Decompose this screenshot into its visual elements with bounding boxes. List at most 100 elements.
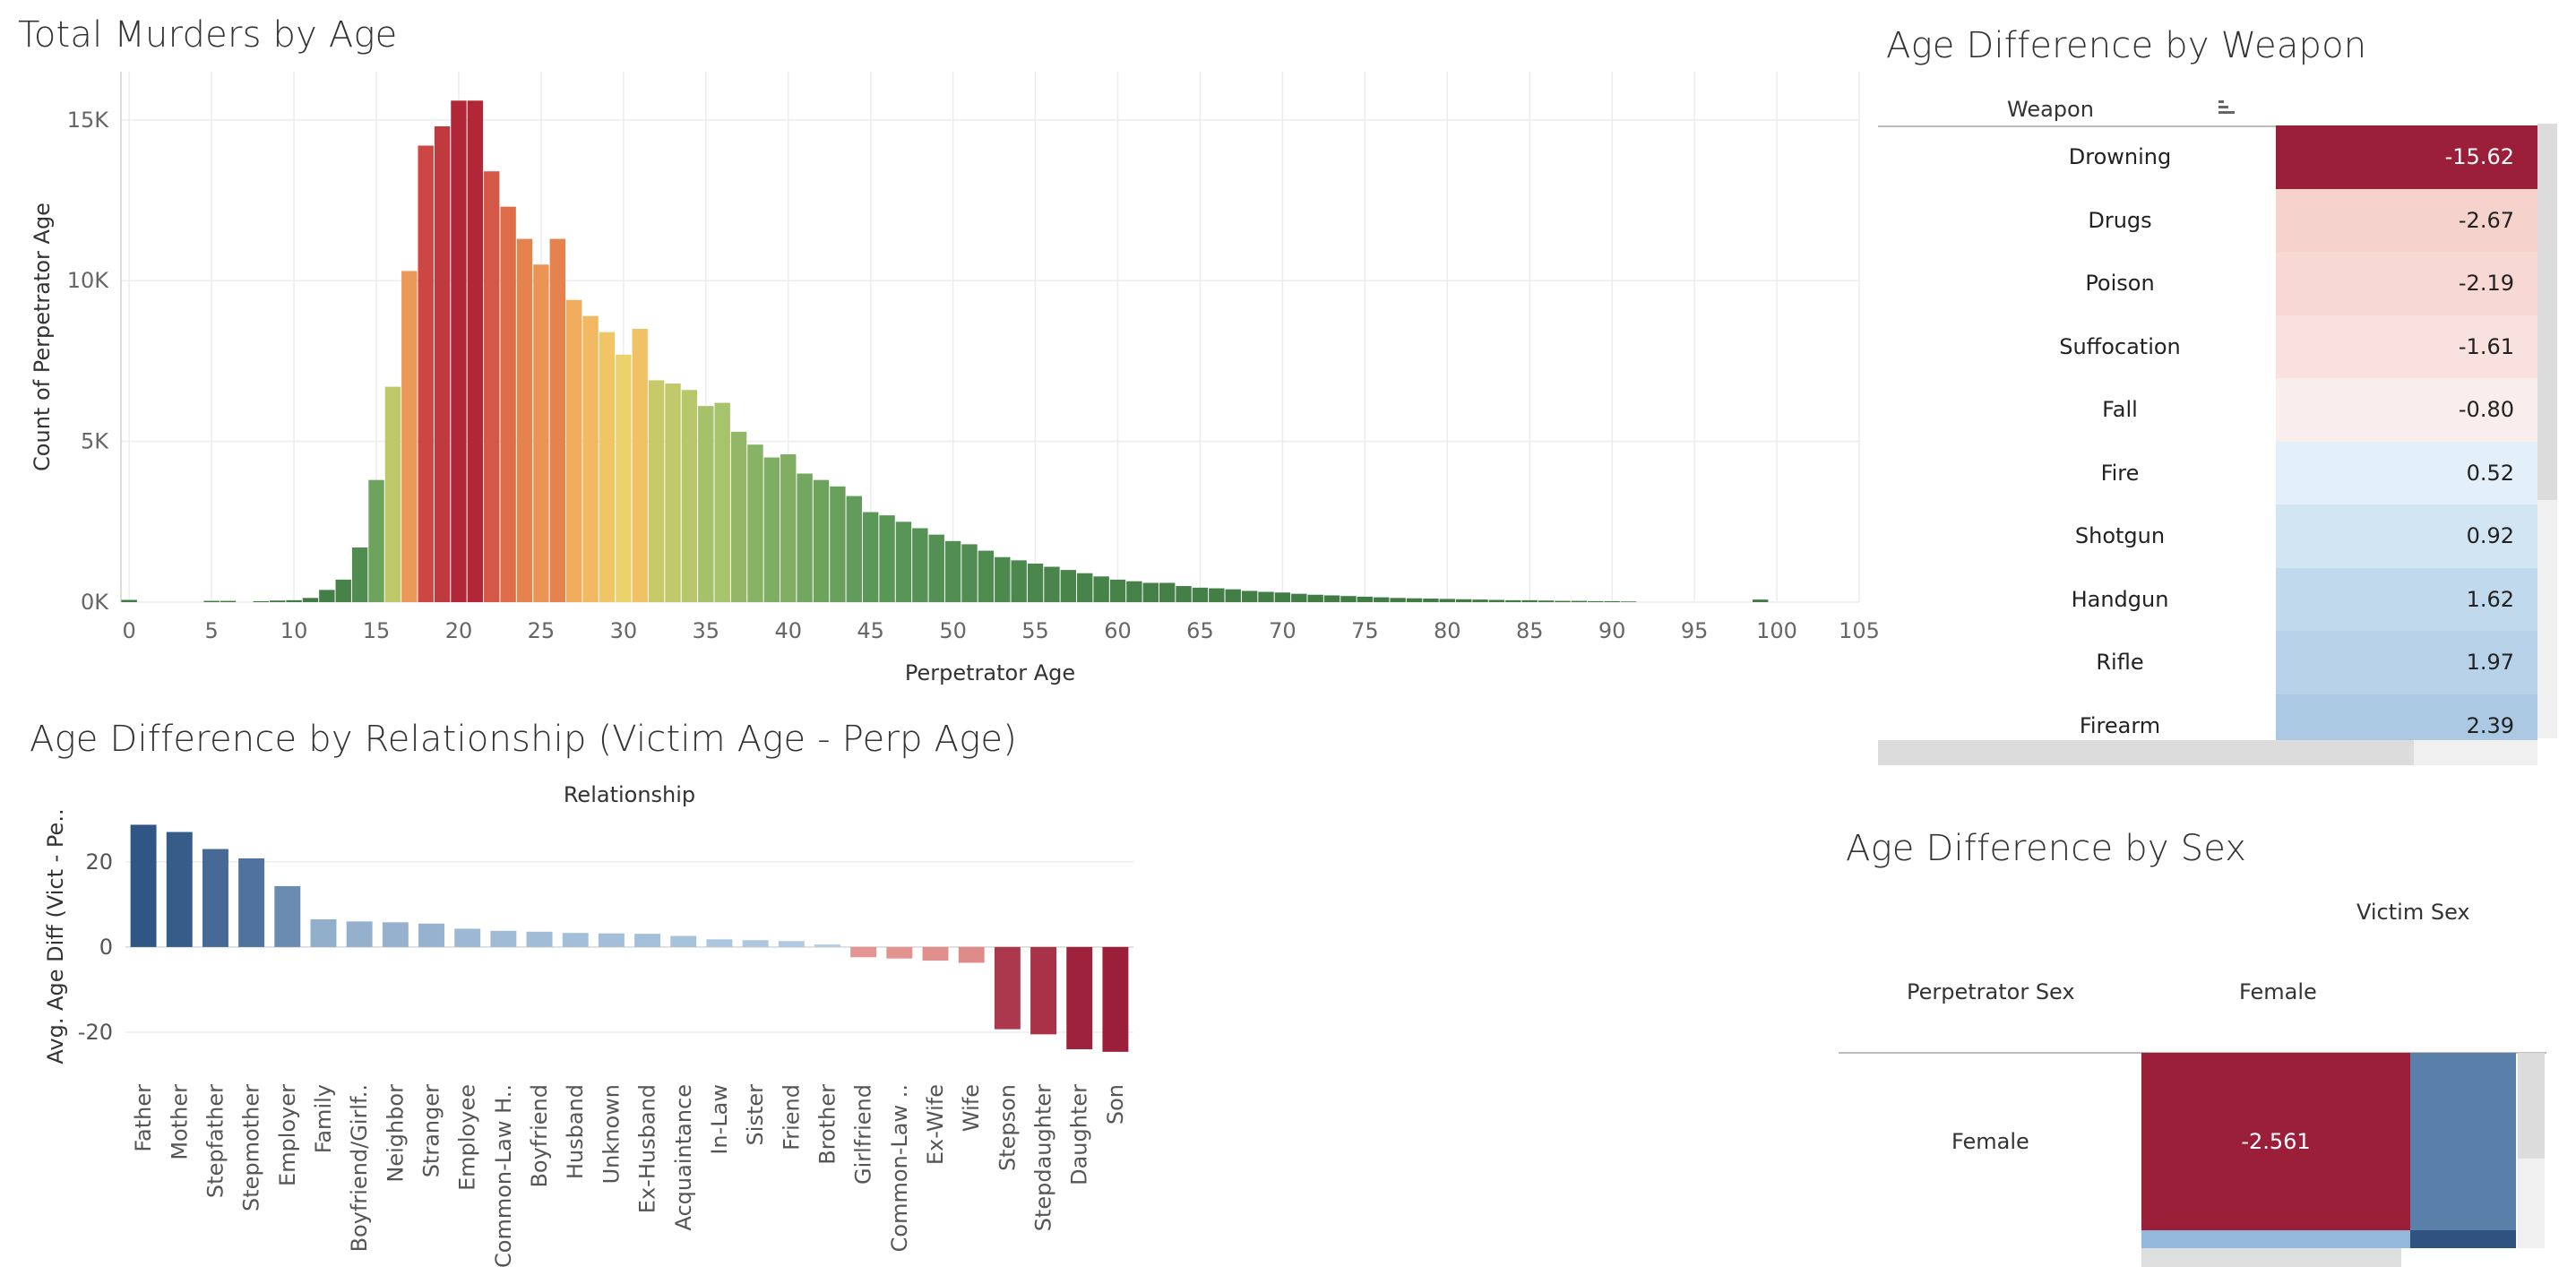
- relationship-bar: [238, 858, 265, 947]
- histogram-bar: [944, 540, 961, 602]
- weapon-row-label[interactable]: Fall: [2102, 397, 2138, 422]
- relationship-chart: Relationship -20 0 20 Avg. Age Diff (Vict - …: [43, 782, 1133, 1267]
- histogram-bar: [1439, 599, 1455, 602]
- histogram-bar: [1390, 598, 1406, 602]
- weapon-row-value[interactable]: -2.19: [2276, 252, 2537, 315]
- histogram-x-tick-label: 75: [1351, 618, 1379, 643]
- relationship-category-label: Boyfriend/Girlf..: [347, 1084, 372, 1252]
- histogram-bar: [780, 453, 797, 602]
- weapon-row-label[interactable]: Drowning: [2068, 144, 2172, 169]
- sex-vertical-scroll-thumb[interactable]: [2518, 1053, 2545, 1159]
- weapon-row-value[interactable]: -15.62: [2276, 125, 2537, 189]
- histogram-bar: [549, 238, 565, 602]
- relationship-bar: [742, 940, 769, 947]
- weapon-row-value[interactable]: 1.97: [2276, 631, 2537, 694]
- weapon-row-value[interactable]: 1.62: [2276, 567, 2537, 631]
- histogram-bar: [384, 386, 401, 602]
- histogram-x-tick-label: 15: [363, 618, 391, 643]
- weapon-row-label[interactable]: Firearm: [2079, 712, 2161, 738]
- histogram-bar: [1274, 592, 1291, 602]
- sex-title: Age Difference by Sex: [1846, 828, 2247, 869]
- histogram-x-tick-label: 80: [1434, 618, 1461, 643]
- histogram-bar: [1126, 581, 1142, 602]
- relationship-bar: [562, 933, 589, 947]
- histogram-bar: [1555, 600, 1571, 602]
- relationship-category-label: Common-Law H..: [491, 1084, 516, 1267]
- weapon-row-label[interactable]: Rifle: [2096, 650, 2144, 675]
- weapon-row-label[interactable]: Fire: [2100, 460, 2140, 486]
- weapon-row-label[interactable]: Poison: [2085, 271, 2155, 296]
- relationship-y-tick-label: -20: [78, 1020, 113, 1045]
- histogram-bar: [582, 315, 599, 602]
- histogram-bar: [1357, 596, 1374, 602]
- histogram-x-tick-label: 0: [123, 618, 136, 643]
- histogram-bar: [1323, 595, 1340, 602]
- histogram-bar: [1472, 599, 1488, 602]
- relationship-category-label: Wife: [959, 1084, 984, 1132]
- relationship-bar: [310, 918, 337, 947]
- histogram-bar: [269, 600, 286, 602]
- relationship-y-axis-label: Avg. Age Diff (Vict - Pe..: [43, 808, 68, 1064]
- relationship-category-label: Stranger: [419, 1084, 444, 1177]
- weapon-row-value[interactable]: 0.92: [2276, 504, 2537, 568]
- histogram-bar: [1752, 599, 1769, 602]
- weapon-header-rule: [1878, 125, 2537, 127]
- weapon-vertical-scroll-thumb[interactable]: [2537, 124, 2557, 500]
- histogram-bar: [121, 599, 137, 602]
- relationship-bar: [706, 939, 733, 947]
- histogram-x-tick-label: 10: [280, 618, 308, 643]
- relationship-x-header: Relationship: [564, 782, 695, 807]
- histogram-bar: [763, 457, 780, 602]
- perpetrator-sex-header: Perpetrator Sex: [1907, 979, 2075, 1004]
- histogram-bar: [912, 528, 928, 602]
- weapon-row-label[interactable]: Shotgun: [2074, 523, 2166, 548]
- relationship-bar: [490, 930, 517, 947]
- histogram-bar: [747, 444, 763, 602]
- relationship-bar: [850, 946, 877, 958]
- relationship-bar: [778, 941, 805, 947]
- histogram-bar: [286, 599, 302, 602]
- histogram-bar: [467, 100, 484, 603]
- histogram-bar: [599, 332, 616, 602]
- relationship-bar: [346, 921, 373, 947]
- relationship-bar: [886, 946, 913, 959]
- relationship-category-label: Employer: [275, 1084, 300, 1186]
- sex-heatmap-adjacent-cell[interactable]: [2410, 1053, 2516, 1230]
- victim-sex-column-female: Female: [2239, 979, 2317, 1004]
- relationship-bar: [922, 946, 949, 961]
- histogram-bar: [335, 579, 351, 602]
- relationship-category-label: Employee: [455, 1084, 480, 1191]
- sex-heatmap-cell[interactable]: -2.561: [2141, 1053, 2410, 1230]
- histogram-bar: [1423, 599, 1439, 602]
- weapon-row-label[interactable]: Suffocation: [2059, 333, 2181, 359]
- relationship-bar: [994, 946, 1021, 1030]
- weapon-horizontal-scroll-thumb[interactable]: [1878, 740, 2414, 765]
- histogram-bar: [203, 600, 220, 602]
- sort-icon[interactable]: [2217, 99, 2236, 116]
- histogram-bar: [1340, 596, 1357, 602]
- weapon-row-value[interactable]: -2.67: [2276, 188, 2537, 252]
- histogram-bar: [648, 380, 665, 602]
- histogram-bar: [961, 544, 978, 602]
- histogram-bar: [1521, 599, 1538, 602]
- histogram-bar: [1176, 586, 1192, 602]
- histogram-bar: [846, 496, 862, 602]
- histogram-title: Total Murders by Age: [18, 14, 398, 56]
- weapon-row-value[interactable]: 0.52: [2276, 441, 2537, 504]
- histogram-x-tick-label: 100: [1756, 618, 1797, 643]
- sex-heatmap-bottom-strip-b: [2410, 1230, 2516, 1248]
- histogram-bar: [895, 521, 912, 602]
- weapon-row-value[interactable]: -0.80: [2276, 378, 2537, 442]
- relationship-category-label: Ex-Husband: [635, 1084, 660, 1213]
- relationship-bar: [130, 824, 157, 947]
- weapon-row-value[interactable]: -1.61: [2276, 315, 2537, 378]
- histogram-x-tick-label: 20: [445, 618, 473, 643]
- histogram-bar: [714, 402, 730, 602]
- relationship-title: Age Difference by Relationship (Victim A…: [30, 719, 1018, 760]
- weapon-row-label[interactable]: Handgun: [2071, 586, 2169, 612]
- histogram-y-tick-label: 15K: [67, 108, 110, 133]
- sex-horizontal-scrollbar[interactable]: [2141, 1248, 2401, 1267]
- weapon-row-label[interactable]: Drugs: [2088, 207, 2152, 233]
- relationship-bar: [202, 849, 228, 947]
- histogram-bar: [1258, 591, 1274, 602]
